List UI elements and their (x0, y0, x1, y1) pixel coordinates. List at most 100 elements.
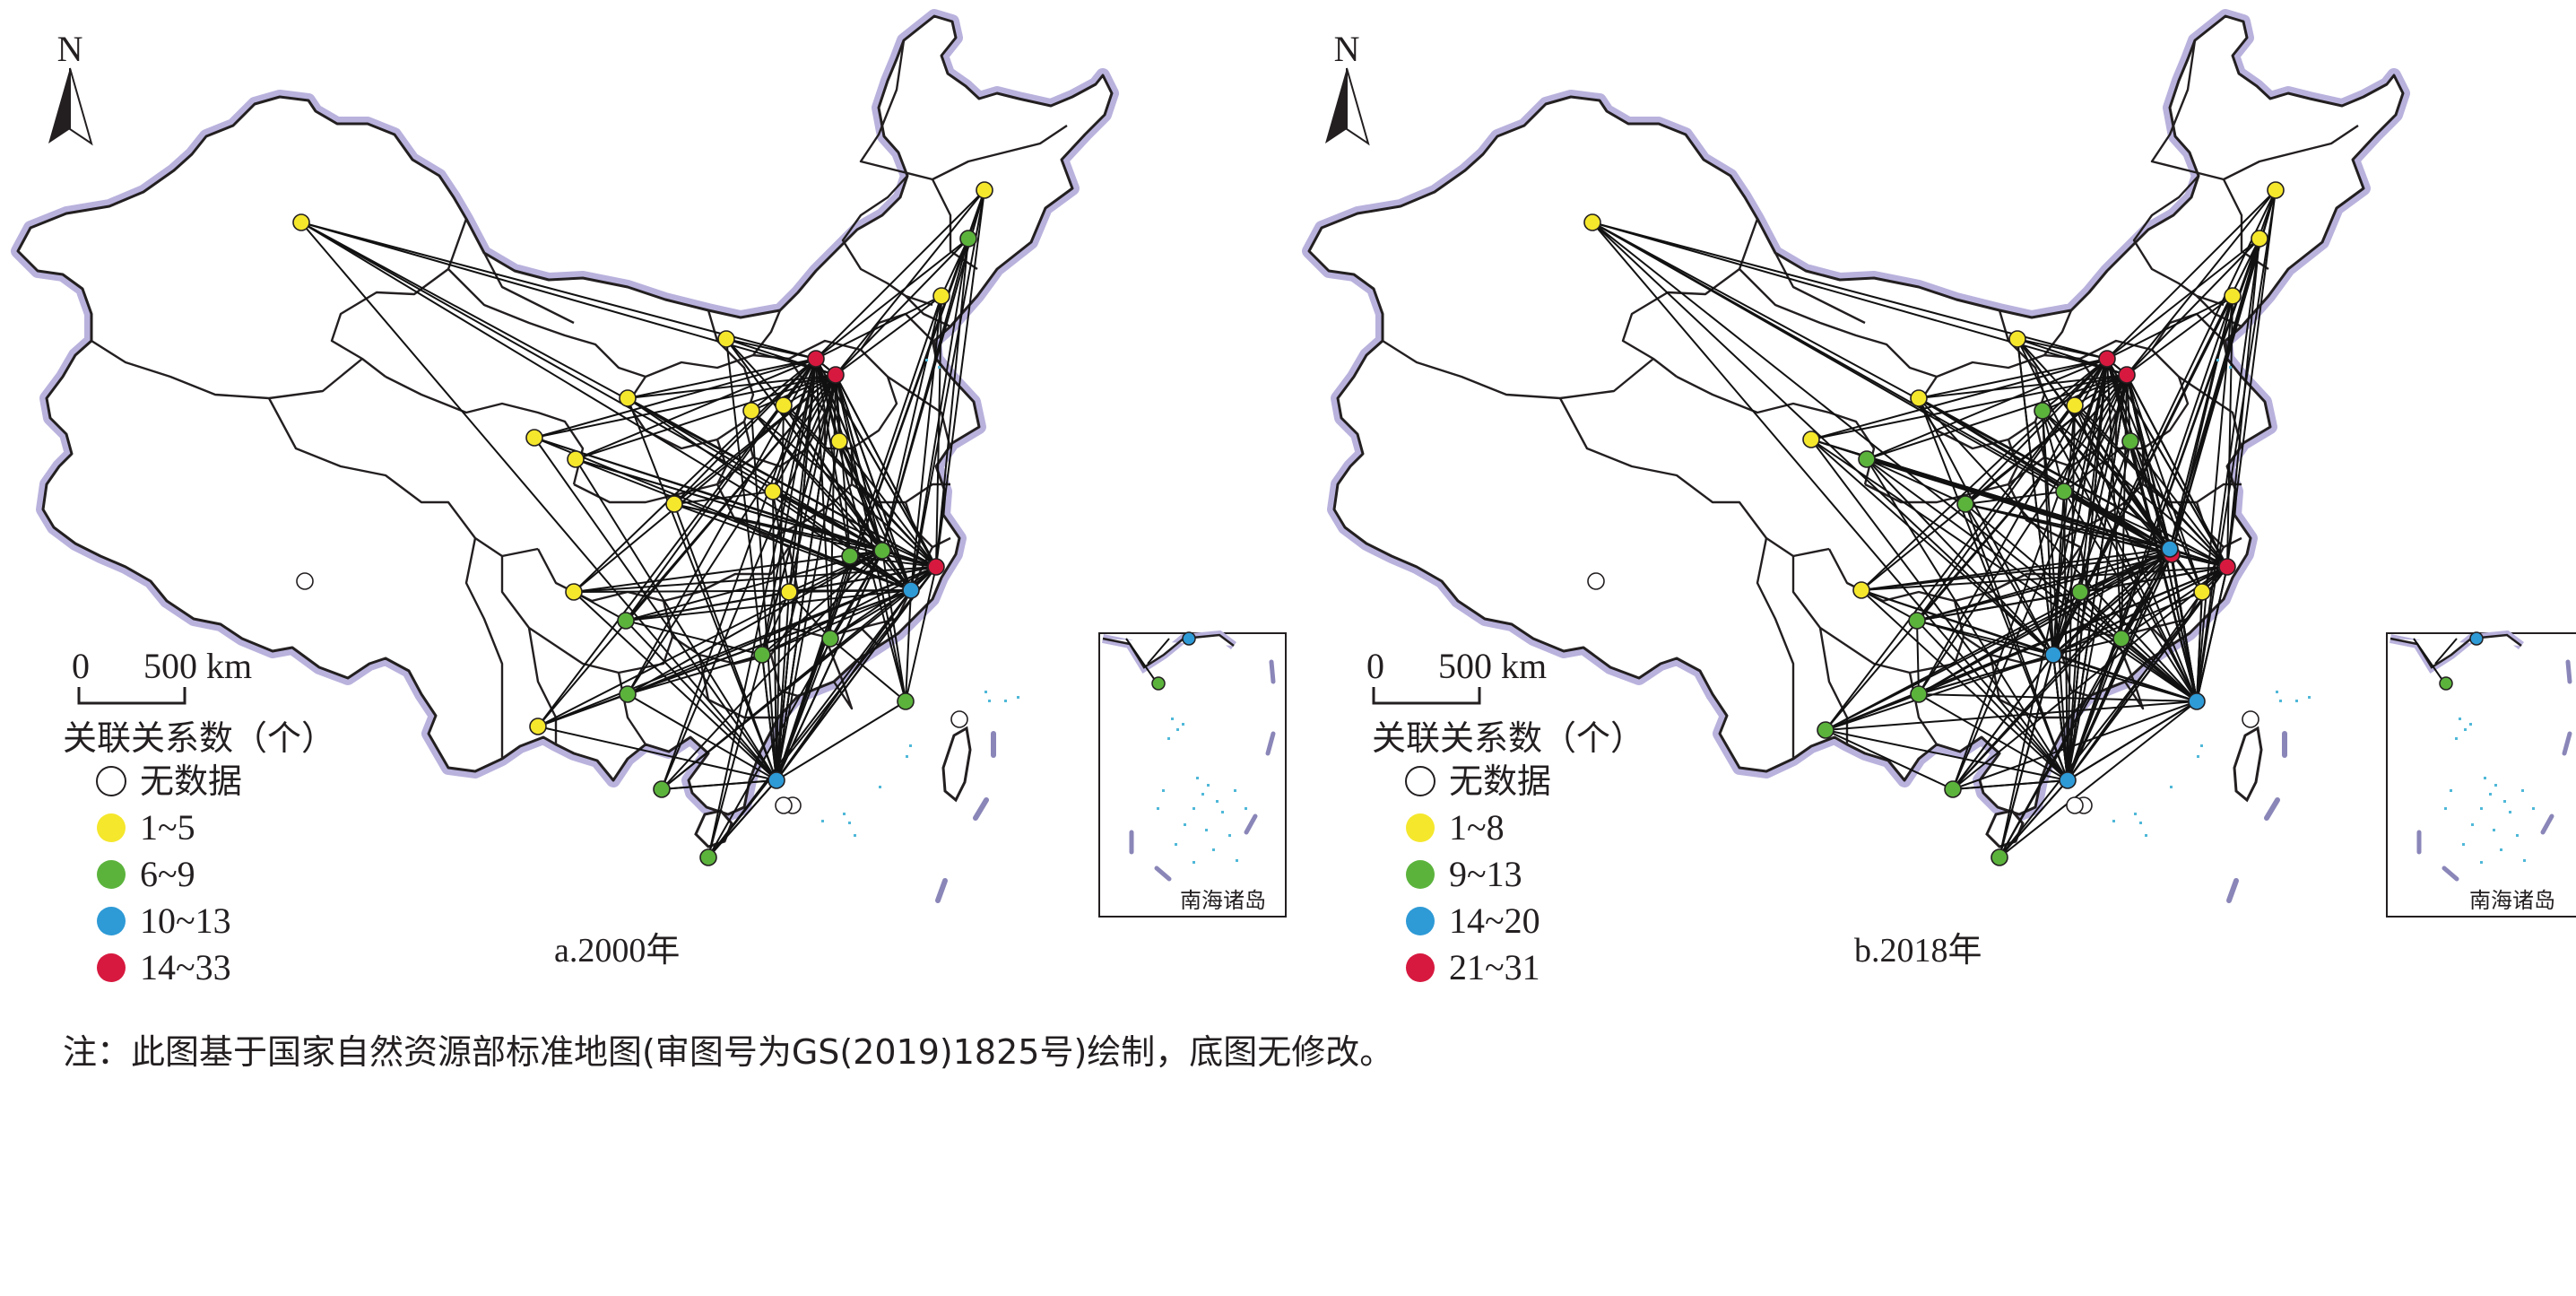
link-广州-上海 (2067, 566, 2228, 781)
link-上海-武汉 (788, 566, 937, 593)
inset-island-dot (1205, 829, 1208, 831)
island-dot (1017, 696, 1019, 699)
city-node-南京 (2161, 540, 2179, 558)
link-上海-福州 (905, 566, 937, 702)
link-天津-石家庄 (783, 374, 837, 406)
link-北京-兰州 (575, 358, 817, 460)
inset-island-dot (2489, 793, 2492, 796)
link-南宁-广州 (1952, 779, 2069, 790)
south-china-sea-inset: 南海诸岛 (2386, 630, 2576, 918)
link-天津-沈阳 (2126, 295, 2233, 376)
link-合肥-贵阳 (1918, 553, 2173, 695)
link-南京-兰州 (1866, 458, 2171, 550)
link-北京-西安 (673, 358, 817, 505)
north-arrow: N (48, 29, 93, 146)
city-node-昆明 (1817, 721, 1834, 739)
island-dot (2134, 813, 2137, 815)
inset-island-dot (1234, 789, 1236, 792)
legend-label: 无数据 (140, 761, 242, 801)
city-node-台北 (950, 710, 968, 728)
inset-island-dot (1212, 848, 1215, 851)
inset-island-dot (2459, 718, 2461, 720)
link-海口-广州 (707, 779, 777, 858)
link-北京-呼和浩特 (725, 338, 817, 360)
legend-swatch (1406, 907, 1435, 935)
island-dot (984, 691, 987, 693)
link-长沙-南京 (2052, 548, 2171, 656)
city-node-台北 (2242, 710, 2259, 728)
city-node-兰州 (1858, 450, 1876, 468)
city-node-银川 (619, 389, 637, 407)
link-广州-武汉 (776, 591, 790, 781)
city-node-重庆 (1908, 612, 1926, 630)
city-node-沈阳 (932, 287, 950, 305)
link-南京-西宁 (533, 437, 883, 552)
link-合肥-昆明 (1825, 553, 2173, 731)
map-panel-2018: N 0 500 km 关联关系数（个） 无数据 1~8 9~13 14~20 21~31… (1309, 16, 2576, 987)
link-福州-广州 (2067, 700, 2198, 781)
link-南京-呼和浩特 (2017, 338, 2171, 550)
link-北京-西宁 (533, 358, 817, 439)
link-广州-济南 (776, 440, 840, 781)
link-长沙-呼和浩特 (2017, 338, 2054, 656)
legend-label: 14~33 (140, 947, 231, 987)
scale-bar: 0 500 km (72, 646, 252, 705)
link-福州-长春 (2196, 238, 2260, 702)
legend-label: 1~5 (140, 807, 195, 848)
link-南宁-长沙 (1952, 654, 2054, 790)
link-福州-太原 (2042, 410, 2198, 702)
inset-island-dot (2509, 811, 2511, 813)
link-福州-乌鲁木齐 (1592, 222, 2198, 702)
city-node-西安 (665, 495, 683, 513)
city-node-北京 (2098, 350, 2116, 368)
inset-island-dot (1171, 718, 1174, 720)
link-广州-西宁 (1810, 439, 2069, 781)
link-北京-银川 (627, 358, 817, 399)
link-广州-郑州 (2063, 491, 2069, 781)
link-北京-呼和浩特 (2017, 338, 2108, 360)
inset-island-dot (2500, 848, 2502, 851)
link-杭州-沈阳 (910, 295, 942, 591)
link-昆明-贵阳 (537, 693, 629, 727)
legend-label: 10~13 (140, 900, 231, 941)
link-杭州-南宁 (661, 589, 912, 790)
link-上海-北京 (815, 358, 937, 568)
link-贵阳-长沙 (1918, 654, 2054, 695)
city-node-福州 (2188, 692, 2206, 710)
city-node-贵阳 (1910, 685, 1928, 703)
south-china-sea-inset: 南海诸岛 (1098, 630, 1287, 918)
legend-swatch (1406, 860, 1435, 889)
link-长沙-银川 (1918, 397, 2054, 656)
island-dot (2197, 755, 2199, 758)
link-上海-哈尔滨 (935, 189, 985, 568)
nine-dash-line (2226, 731, 2287, 903)
legend-label: 21~31 (1449, 947, 1540, 987)
north-label: N (1334, 29, 1360, 69)
city-node-武汉 (780, 583, 798, 601)
link-福州-济南 (2129, 440, 2198, 702)
inset-island-dot (1228, 834, 1231, 837)
north-label: N (57, 29, 83, 69)
city-node-沈阳 (2224, 287, 2242, 305)
city-node-广州 (2059, 771, 2077, 789)
link-北京-海口 (707, 358, 817, 858)
link-福州-南宁 (1952, 700, 2198, 790)
inset-island-dot (1196, 777, 1199, 779)
island-dot (988, 700, 991, 702)
link-西安-兰州 (1866, 458, 1966, 505)
link-广州-上海 (776, 566, 937, 781)
link-福州-沈阳 (2196, 295, 2233, 702)
footnote: 注：此图基于国家自然资源部标准地图(审图号为GS(2019)1825号)绘制，底… (63, 1032, 1394, 1072)
link-广州-西宁 (533, 437, 777, 781)
island-dot (2216, 359, 2219, 361)
inset-island-dot (2469, 723, 2472, 726)
island-dot (2276, 691, 2278, 693)
inset-island-dot (1162, 789, 1165, 792)
link-北京-沈阳 (815, 295, 942, 360)
island-dot (925, 359, 928, 361)
link-长沙-南昌 (2052, 638, 2122, 656)
city-node-西宁 (525, 429, 543, 447)
legend-swatch (97, 813, 126, 842)
city-node-海口 (699, 848, 717, 866)
link-天津-贵阳 (1918, 374, 2128, 695)
